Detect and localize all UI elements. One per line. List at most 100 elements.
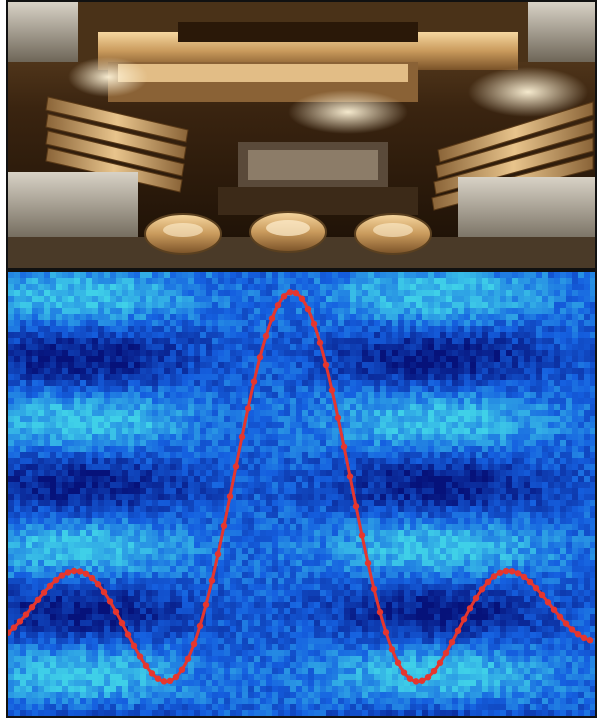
trace-marker — [346, 473, 354, 480]
trace-marker — [484, 578, 492, 586]
trace-marker — [88, 574, 96, 582]
trace-marker — [28, 604, 36, 611]
trace-marker — [34, 596, 42, 603]
trace-marker — [556, 613, 564, 621]
trace-marker — [478, 586, 486, 593]
trace-marker — [52, 576, 60, 584]
trace-marker — [574, 631, 582, 638]
trace-marker — [316, 339, 324, 346]
trace-marker — [328, 387, 336, 394]
trace-marker — [424, 673, 432, 681]
trace-marker — [136, 653, 144, 660]
trace-marker — [472, 594, 480, 602]
trace-marker — [520, 573, 528, 581]
trace-marker — [160, 678, 168, 685]
trace-marker — [544, 599, 552, 606]
trace-marker — [274, 301, 282, 309]
trace-marker — [562, 620, 570, 627]
trace-marker — [46, 582, 54, 590]
trace-marker — [130, 642, 138, 650]
trace-marker — [268, 315, 276, 322]
trace-marker — [430, 667, 438, 675]
trace-marker — [304, 305, 312, 313]
trace-marker — [496, 569, 504, 576]
trace-marker — [118, 619, 126, 627]
trace-marker — [370, 585, 378, 593]
trace-marker — [580, 634, 588, 642]
trace-marker — [82, 570, 90, 577]
trace-marker — [388, 646, 396, 653]
trace-marker — [502, 567, 510, 575]
trace-marker — [106, 598, 114, 605]
trace-marker — [394, 659, 402, 666]
trace-marker — [76, 568, 84, 575]
trace-marker — [8, 629, 12, 636]
trace-marker — [466, 605, 474, 612]
trace-marker — [436, 659, 444, 667]
trace-marker — [184, 655, 192, 662]
trace-marker — [280, 293, 288, 300]
trace-marker — [70, 567, 78, 575]
trace-marker — [16, 618, 24, 625]
trace-marker — [538, 591, 546, 599]
trace-marker — [400, 669, 408, 676]
trace-marker — [40, 589, 48, 596]
trace-marker — [226, 493, 234, 500]
trace-marker — [550, 606, 558, 613]
trace-marker — [334, 414, 342, 421]
trace-marker — [310, 320, 318, 328]
heatmap-panel — [6, 270, 597, 718]
trace-marker — [196, 622, 204, 630]
trace-marker — [322, 361, 330, 369]
trace-marker — [178, 666, 186, 673]
trace-marker — [352, 503, 360, 510]
heatmap-cells — [8, 272, 595, 716]
trace-marker — [412, 678, 420, 685]
trace-marker — [286, 289, 294, 296]
trace-marker — [148, 670, 156, 677]
trace-marker — [244, 405, 252, 412]
trace-marker — [358, 532, 366, 539]
trace-marker — [202, 601, 210, 608]
trace-marker — [166, 677, 174, 685]
trace-marker — [238, 433, 246, 441]
trace-marker — [526, 578, 534, 586]
trace-marker — [112, 608, 120, 616]
trace-marker — [58, 572, 66, 579]
trace-marker — [448, 638, 456, 646]
trace-marker — [514, 570, 522, 577]
trace-marker — [94, 581, 102, 588]
trace-marker — [256, 354, 264, 361]
trace-marker — [508, 568, 516, 575]
trace-marker — [490, 573, 498, 580]
trace-marker — [568, 626, 576, 633]
trace-marker — [364, 559, 372, 567]
trace-marker — [22, 611, 30, 618]
trace-markers — [8, 289, 594, 685]
trace-marker — [232, 463, 240, 470]
trace-marker — [190, 640, 198, 648]
trace-marker — [100, 588, 108, 596]
trace-marker — [142, 662, 150, 670]
trace-marker — [406, 675, 414, 682]
trace-marker — [154, 675, 162, 682]
trace-marker — [454, 627, 462, 634]
device-photo — [8, 2, 595, 268]
heatmap — [8, 272, 595, 716]
trace-marker — [124, 631, 132, 638]
trace-marker — [172, 673, 180, 681]
trace-marker — [292, 289, 300, 297]
trace-marker — [220, 522, 228, 530]
trace-marker — [10, 624, 18, 631]
trace-marker — [64, 569, 72, 576]
trace-marker — [208, 577, 216, 584]
trace-marker — [214, 550, 222, 558]
trace-marker — [262, 332, 270, 340]
trace-marker — [340, 443, 348, 450]
trace-marker — [442, 649, 450, 657]
trace-marker — [376, 608, 384, 616]
trace-marker — [382, 629, 390, 636]
trace-marker — [250, 378, 258, 385]
trace-marker — [418, 677, 426, 684]
